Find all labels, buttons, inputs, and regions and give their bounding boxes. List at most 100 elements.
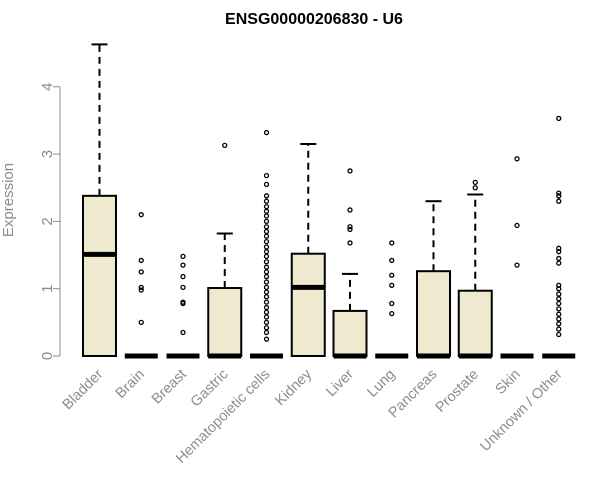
x-tick-label: Prostate	[433, 367, 482, 416]
outlier-point	[263, 289, 270, 295]
outlier-point	[222, 142, 228, 149]
y-axis-label: Expression	[0, 163, 17, 237]
outlier-point	[556, 306, 562, 312]
outlier-point	[263, 264, 270, 270]
outlier-point	[263, 233, 270, 239]
outlier-point	[180, 329, 186, 336]
outlier-point	[263, 244, 270, 250]
outlier-point	[180, 299, 186, 305]
outlier-point	[472, 185, 478, 191]
box-brain	[124, 212, 158, 359]
outlier-point	[263, 224, 270, 230]
box-gastric	[207, 142, 243, 359]
outlier-point	[556, 193, 562, 199]
outlier-point	[263, 273, 270, 280]
boxes-layer	[82, 43, 576, 359]
box-body	[332, 309, 368, 357]
outlier-point	[263, 304, 270, 311]
outlier-point	[180, 284, 186, 291]
box-bladder	[82, 43, 117, 357]
x-tick-label: Skin	[493, 367, 524, 398]
box-pancreas	[416, 200, 451, 359]
outlier-point	[556, 331, 562, 338]
outlier-point	[263, 238, 270, 245]
outlier-point	[138, 319, 144, 326]
outlier-point	[389, 257, 395, 264]
box-unknown-other	[542, 115, 576, 359]
outlier-point	[556, 316, 562, 322]
outlier-point	[472, 179, 478, 186]
x-tick-label: Brain	[113, 367, 148, 402]
outlier-point	[347, 240, 353, 246]
box-body	[290, 252, 326, 357]
x-tick-label: Bladder	[60, 366, 107, 413]
outlier-point	[263, 269, 270, 275]
box-lung	[375, 240, 409, 359]
outlier-point	[347, 207, 353, 213]
outlier-point	[347, 224, 353, 230]
box-body	[207, 287, 243, 358]
x-tick-label: Breast	[149, 367, 190, 408]
outlier-point	[556, 326, 562, 332]
outlier-point	[556, 260, 562, 266]
outlier-point	[263, 253, 270, 260]
x-tick-label: Kidney	[272, 366, 315, 409]
outlier-point	[263, 314, 270, 320]
x-tick-label: Liver	[323, 366, 357, 400]
outlier-point	[556, 296, 562, 302]
box-body	[457, 289, 493, 357]
outlier-point	[263, 309, 270, 315]
box-body	[416, 270, 451, 357]
outlier-point	[263, 218, 270, 225]
outlier-point	[389, 310, 395, 317]
outlier-point	[263, 129, 270, 136]
outlier-point	[389, 272, 395, 278]
outlier-point	[138, 257, 144, 264]
outlier-point	[556, 321, 562, 327]
outlier-point	[263, 198, 270, 204]
outlier-point	[263, 228, 270, 235]
outlier-point	[263, 325, 270, 331]
box-liver	[332, 168, 368, 359]
outlier-point	[514, 262, 520, 268]
y-tick-label: 1	[39, 285, 56, 293]
y-tick-label: 3	[39, 150, 56, 158]
outlier-point	[263, 299, 270, 305]
box-hematopoietic-cells	[250, 129, 283, 359]
outlier-point	[263, 213, 270, 219]
x-tick-label: Lung	[364, 367, 398, 401]
outlier-point	[138, 287, 144, 293]
box-body	[82, 194, 117, 357]
outlier-point	[263, 336, 270, 342]
outlier-point	[138, 212, 144, 218]
outlier-point	[514, 222, 520, 229]
outlier-point	[263, 172, 270, 179]
outlier-point	[556, 245, 562, 251]
outlier-point	[347, 226, 353, 233]
outlier-point	[389, 300, 395, 307]
outlier-point	[263, 208, 270, 214]
outlier-point	[180, 262, 186, 268]
outlier-point	[138, 269, 144, 275]
outlier-point	[263, 294, 270, 300]
outlier-point	[263, 319, 270, 326]
outlier-point	[389, 240, 395, 246]
chart-title: ENSG00000206830 - U6	[225, 11, 403, 28]
y-axis: 0 1 2 3 4	[39, 83, 61, 360]
outlier-point	[347, 168, 353, 174]
box-skin	[500, 156, 534, 359]
outlier-point	[556, 115, 562, 122]
outlier-point	[138, 284, 144, 291]
outlier-point	[556, 255, 562, 262]
box-breast	[166, 253, 200, 359]
outlier-point	[556, 282, 562, 288]
outlier-point	[514, 156, 520, 162]
outlier-point	[263, 329, 270, 336]
outlier-point	[263, 181, 270, 188]
outlier-point	[263, 193, 270, 199]
outlier-point	[389, 282, 395, 288]
outlier-point	[263, 249, 270, 255]
y-tick-label: 2	[39, 217, 56, 225]
